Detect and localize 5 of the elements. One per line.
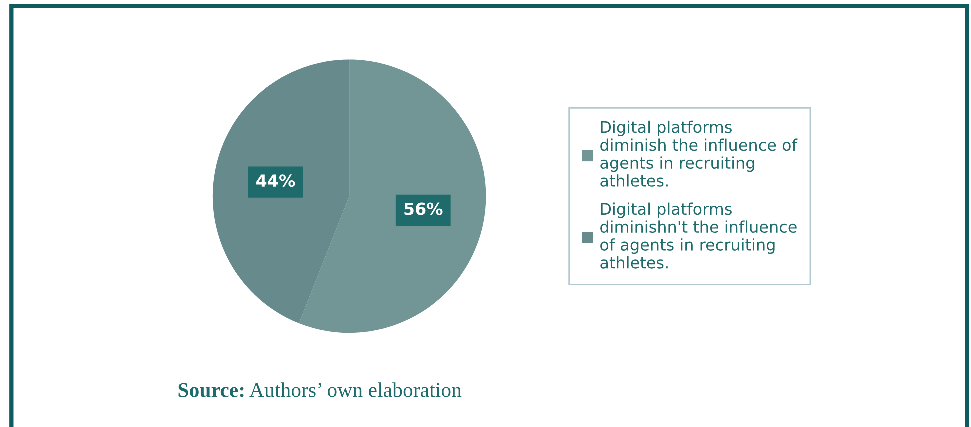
legend-label: Digital platforms diminishn't the influence of agents in recruiting athletes. [600,202,797,269]
data-label: 44% [256,174,296,188]
data-label: 56% [404,202,443,216]
source-note: Source: Authors’ own elaboration [178,382,462,398]
legend-label: Digital platforms diminish the influence of agents in recruiting athletes. [600,120,798,187]
